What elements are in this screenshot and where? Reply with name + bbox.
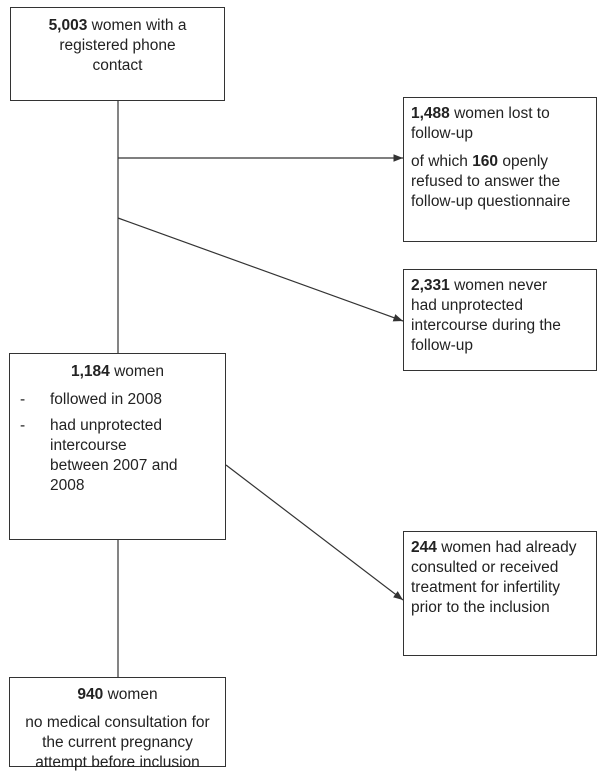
node-number: 5,003 bbox=[48, 17, 88, 34]
arrow bbox=[117, 217, 404, 322]
node-subtext: no medical consultation for the current … bbox=[25, 714, 210, 771]
node-box: 1,184 women - followed in 2008 - had unpro… bbox=[9, 353, 226, 540]
node-number: 2,331 bbox=[411, 277, 450, 294]
node-text: women bbox=[114, 363, 165, 380]
bullet: - bbox=[20, 391, 26, 408]
note-text: openly refused to answer the follow-up q… bbox=[411, 153, 571, 210]
node-text: women lost to follow-up bbox=[411, 105, 550, 142]
node-number: 244 bbox=[411, 539, 437, 556]
node-text: women never had unprotected intercourse … bbox=[411, 277, 561, 354]
node-number: 1,488 bbox=[411, 105, 450, 122]
node-number: 940 bbox=[77, 686, 104, 703]
node-box: 244 women had already consulted or recei… bbox=[403, 531, 597, 656]
item-text: followed in 2008 bbox=[50, 391, 163, 408]
arrow bbox=[225, 464, 404, 601]
node-box: 5,003 women with a registered phone cont… bbox=[10, 7, 225, 101]
node-text: women bbox=[107, 686, 158, 703]
node-text: women with a registered phone contact bbox=[59, 17, 187, 74]
note-number: 160 bbox=[472, 153, 499, 170]
note-prefix: of which bbox=[411, 153, 468, 170]
node-box: 1,488 women lost to follow-up of which 1… bbox=[403, 97, 597, 242]
node-box: 940 women no medical consultation for th… bbox=[9, 677, 226, 771]
node-number: 1,184 bbox=[70, 363, 110, 380]
node-text: women had already consulted or received … bbox=[411, 539, 577, 616]
bullet: - bbox=[20, 417, 26, 434]
node-box: 2,331 women never had unprotected interc… bbox=[403, 269, 597, 371]
item-text: had unprotected intercourse between 2007… bbox=[50, 417, 178, 494]
